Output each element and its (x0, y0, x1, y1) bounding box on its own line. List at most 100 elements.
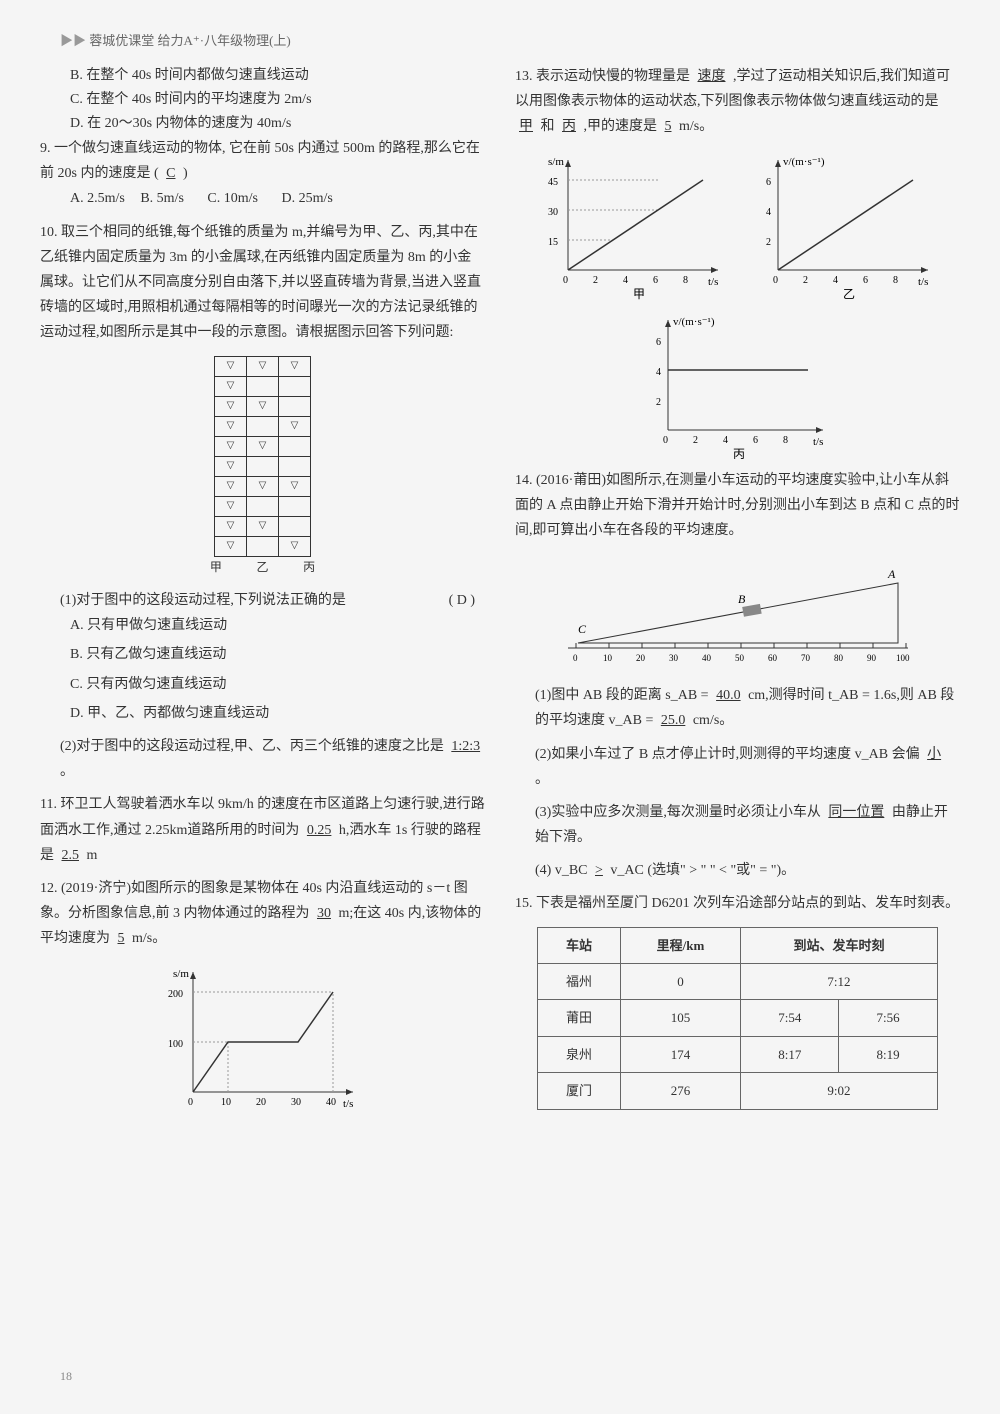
svg-text:8: 8 (893, 275, 898, 286)
q10-sub1-answer: ( D ) (449, 588, 475, 613)
svg-text:v/(m·s⁻¹): v/(m·s⁻¹) (783, 156, 825, 168)
question-12: 12. (2019·济宁)如图所示的图象是某物体在 40s 内沿直线运动的 s－… (40, 876, 485, 1112)
svg-text:2: 2 (803, 275, 808, 286)
svg-text:t/s: t/s (708, 276, 718, 288)
question-15: 15. 下表是福州至厦门 D6201 次列车沿途部分站点的到站、发车时刻表。 车… (515, 891, 960, 1109)
svg-text:8: 8 (683, 275, 688, 286)
svg-text:6: 6 (863, 275, 868, 286)
th-distance: 里程/km (620, 927, 740, 963)
q10-sub2-post: 。 (60, 764, 74, 779)
svg-text:8: 8 (783, 435, 788, 446)
svg-text:10: 10 (603, 653, 613, 663)
train-table: 车站 里程/km 到站、发车时刻 福州 0 7:12 莆田 105 7:54 7… (537, 927, 938, 1110)
svg-text:2: 2 (766, 237, 771, 248)
q11-ans2: 2.5 (58, 848, 84, 863)
svg-text:10: 10 (221, 1097, 231, 1108)
q13-ans1: 速度 (694, 69, 730, 84)
svg-text:C: C (578, 622, 587, 636)
svg-text:100: 100 (896, 653, 910, 663)
svg-text:6: 6 (753, 435, 758, 446)
q12-ans2: 5 (114, 931, 129, 946)
q13-graphs-row1: s/m t/s 45 30 15 0 2 4 6 8 甲 (515, 150, 960, 300)
svg-text:0: 0 (573, 653, 578, 663)
q13-mid2: 和 (541, 119, 555, 134)
q14-sub3-pre: (3)实验中应多次测量,每次测量时必须让小车从 (535, 805, 821, 820)
q9-close: ) (183, 166, 188, 181)
q15-text: 15. 下表是福州至厦门 D6201 次列车沿途部分站点的到站、发车时刻表。 (515, 896, 959, 911)
svg-text:2: 2 (593, 275, 598, 286)
svg-text:v/(m·s⁻¹): v/(m·s⁻¹) (673, 316, 715, 328)
svg-text:80: 80 (834, 653, 844, 663)
q10-sub2: (2)对于图中的这段运动过程,甲、乙、丙三个纸锥的速度之比是 1:2:3 。 (60, 734, 485, 784)
q13-ans4: 5 (661, 119, 676, 134)
graph-bing: v/(m·s⁻¹) t/s 6 4 2 0 2 4 6 8 丙 (638, 310, 838, 460)
question-14: 14. (2016·莆田)如图所示,在测量小车运动的平均速度实验中,让小车从斜面… (515, 468, 960, 884)
q9-opt-b: B. 5m/s (140, 191, 184, 206)
question-10: 10. 取三个相同的纸锥,每个纸锥的质量为 m,并编号为甲、乙、丙,其中在乙纸锥… (40, 220, 485, 785)
table-row: 莆田 105 7:54 7:56 (538, 1000, 938, 1036)
svg-text:4: 4 (656, 367, 661, 378)
q10-sub1-d: D. 甲、乙、丙都做匀速直线运动 (70, 701, 485, 726)
th-time: 到站、发车时刻 (741, 927, 938, 963)
q13-ans2: 甲 (515, 119, 537, 134)
q10-sub1-b: B. 只有乙做匀速直线运动 (70, 642, 485, 667)
question-9: 9. 一个做匀速直线运动的物体, 它在前 50s 内通过 500m 的路程,那么… (40, 136, 485, 212)
q10-sub1-a: A. 只有甲做匀速直线运动 (70, 613, 485, 638)
q14-sub2: (2)如果小车过了 B 点才停止计时,则测得的平均速度 v_AB 会偏 小 。 (535, 742, 960, 792)
q14-sub1: (1)图中 AB 段的距离 s_AB = 40.0 cm,测得时间 t_AB =… (535, 683, 960, 733)
q9-text: 9. 一个做匀速直线运动的物体, 它在前 50s 内通过 500m 的路程,那么… (40, 141, 480, 181)
question-13: 13. 表示运动快慢的物理量是 速度 ,学过了运动相关知识后,我们知道可以用图像… (515, 64, 960, 460)
svg-text:4: 4 (833, 275, 838, 286)
q12-graph: s/m t/s 200 100 0 10 20 30 40 (163, 962, 363, 1112)
q13-ans3: 丙 (558, 119, 580, 134)
q10-text: 10. 取三个相同的纸锥,每个纸锥的质量为 m,并编号为甲、乙、丙,其中在乙纸锥… (40, 225, 481, 341)
svg-text:0: 0 (188, 1097, 193, 1108)
svg-text:t/s: t/s (813, 436, 823, 448)
q14-sub2-post: 。 (535, 772, 549, 787)
q14-sub3: (3)实验中应多次测量,每次测量时必须让小车从 同一位置 由静止开始下滑。 (535, 800, 960, 850)
q9-opt-c: C. 10m/s (207, 191, 258, 206)
q12-ans1: 30 (313, 906, 335, 921)
svg-text:90: 90 (867, 653, 877, 663)
q13-post: m/s。 (679, 119, 713, 134)
svg-text:30: 30 (669, 653, 679, 663)
svg-text:A: A (887, 567, 896, 581)
svg-text:4: 4 (723, 435, 728, 446)
table-row: 厦门 276 9:02 (538, 1073, 938, 1109)
q8-option-c: C. 在整个 40s 时间内的平均速度为 2m/s (70, 88, 485, 108)
cone-label-bing: 丙 (303, 557, 315, 579)
left-column: B. 在整个 40s 时间内都做匀速直线运动 C. 在整个 40s 时间内的平均… (40, 64, 485, 1122)
svg-text:s/m: s/m (173, 968, 189, 980)
cone-label-yi: 乙 (256, 557, 268, 579)
cone-label-jia: 甲 (210, 557, 222, 579)
svg-text:2: 2 (656, 397, 661, 408)
q14-sub4-pre: (4) v_BC (535, 863, 588, 878)
q14-sub2-pre: (2)如果小车过了 B 点才停止计时,则测得的平均速度 v_AB 会偏 (535, 747, 920, 762)
q10-sub1-text: (1)对于图中的这段运动过程,下列说法正确的是 (60, 593, 346, 608)
svg-text:30: 30 (548, 207, 558, 218)
q14-sub3-ans: 同一位置 (824, 805, 888, 820)
graph-jia: s/m t/s 45 30 15 0 2 4 6 8 甲 (538, 150, 728, 300)
svg-text:4: 4 (623, 275, 628, 286)
q10-sub2-pre: (2)对于图中的这段运动过程,甲、乙、丙三个纸锥的速度之比是 (60, 739, 444, 754)
svg-text:30: 30 (291, 1097, 301, 1108)
svg-text:6: 6 (653, 275, 658, 286)
q10-sub2-answer: 1:2:3 (447, 739, 484, 754)
svg-text:20: 20 (636, 653, 646, 663)
svg-text:100: 100 (168, 1039, 183, 1050)
q12-post: m/s。 (132, 931, 166, 946)
table-row: 福州 0 7:12 (538, 964, 938, 1000)
svg-text:t/s: t/s (343, 1098, 353, 1110)
q14-sub2-ans: 小 (923, 747, 945, 762)
svg-text:50: 50 (735, 653, 745, 663)
svg-text:6: 6 (656, 337, 661, 348)
svg-text:s/m: s/m (548, 156, 564, 168)
q8-option-d: D. 在 20～30s 内物体的速度为 40m/s (70, 112, 485, 132)
ramp-diagram: A B C 01020 304050 607080 90100 (548, 558, 928, 668)
svg-text:乙: 乙 (843, 287, 855, 300)
q10-sub1: (1)对于图中的这段运动过程,下列说法正确的是 ( D ) (60, 588, 485, 613)
svg-text:70: 70 (801, 653, 811, 663)
page-number: 18 (60, 1369, 72, 1384)
svg-text:0: 0 (773, 275, 778, 286)
q9-opt-d: D. 25m/s (282, 191, 333, 206)
